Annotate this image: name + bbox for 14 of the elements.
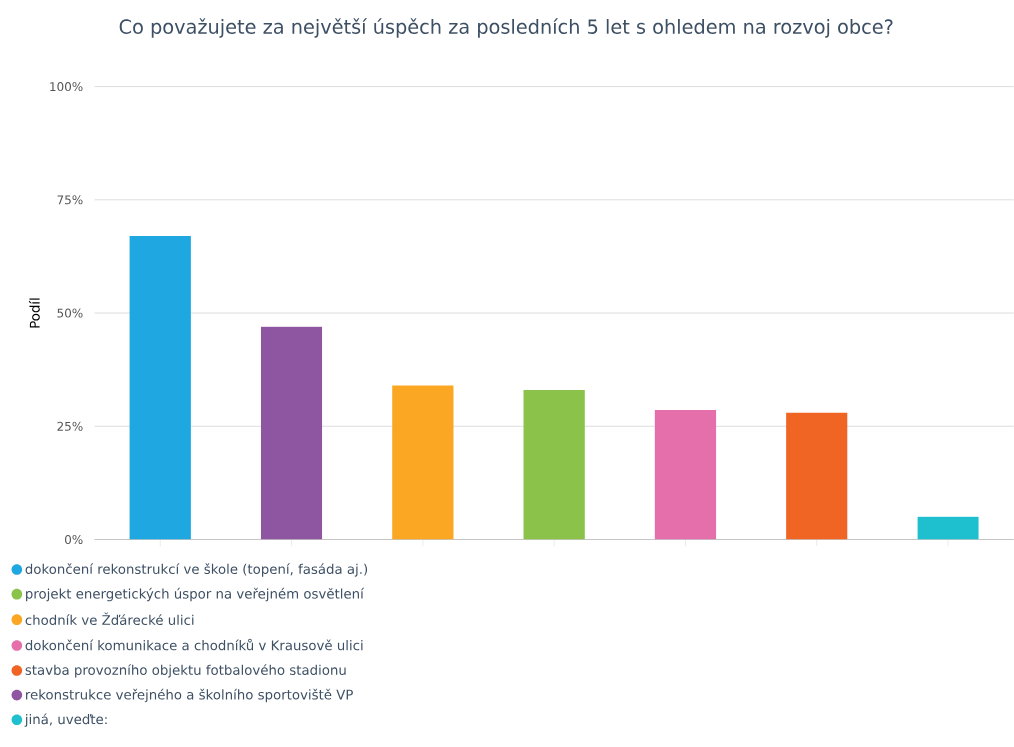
y-tick-label: 50% (57, 308, 83, 318)
y-tick-label: 25% (57, 421, 83, 431)
legend-label: projekt energetických úspor na veřejném osvětlení (26, 587, 365, 602)
legend-label: chodník ve Žďárecké ulici (25, 612, 194, 625)
legend-label: stavba provozního objektu fotbalového stadionu (25, 663, 346, 678)
chart-title: Co považujete za největší úspěch za posledních 5 let s ohledem na rozvoj obce? (119, 18, 893, 38)
legend-label: jiná, uveďte: (24, 713, 107, 727)
y-tick-label: 75% (57, 195, 83, 205)
legend-label: rekonstrukce veřejného a školního sportoviště VP (26, 688, 353, 703)
y-tick-label: 0% (64, 534, 83, 544)
y-axis-title: Podíl (28, 298, 40, 328)
legend-label: dokončení rekonstrukcí ve škole (topení, fasáda aj.) (25, 563, 368, 577)
legend-label: dokončení komunikace a chodníků v Krausově ulici (25, 638, 363, 651)
y-tick-label: 100% (50, 81, 83, 91)
